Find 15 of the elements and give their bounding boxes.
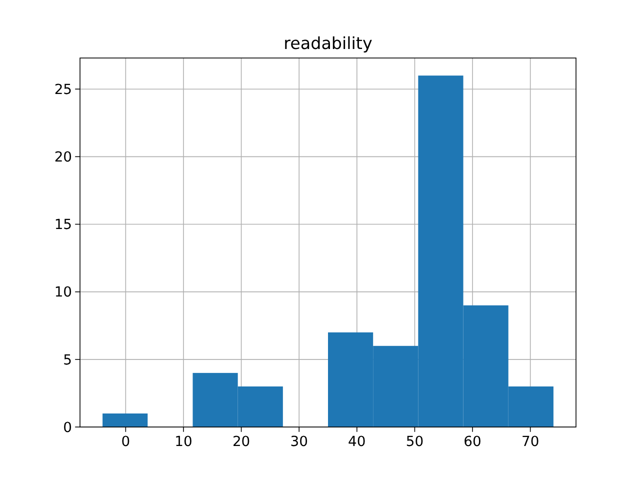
y-tick-label: 10 bbox=[54, 284, 72, 301]
x-tick-label: 50 bbox=[406, 434, 424, 450]
y-tick-label: 15 bbox=[54, 217, 72, 234]
x-tick-label: 60 bbox=[464, 434, 482, 450]
x-tick-label: 30 bbox=[290, 434, 308, 450]
y-tick-label: 20 bbox=[54, 150, 72, 166]
x-tick-label: 70 bbox=[521, 434, 540, 450]
x-tick-label: 40 bbox=[348, 434, 366, 450]
chart-title: readability bbox=[284, 33, 372, 53]
y-tick-label: 0 bbox=[63, 420, 72, 436]
x-tick-label: 0 bbox=[121, 434, 130, 450]
x-tick-label: 20 bbox=[232, 434, 250, 450]
y-tick-label: 25 bbox=[54, 82, 72, 98]
x-tick-label: 10 bbox=[174, 434, 192, 450]
y-tick-label: 5 bbox=[63, 352, 72, 368]
